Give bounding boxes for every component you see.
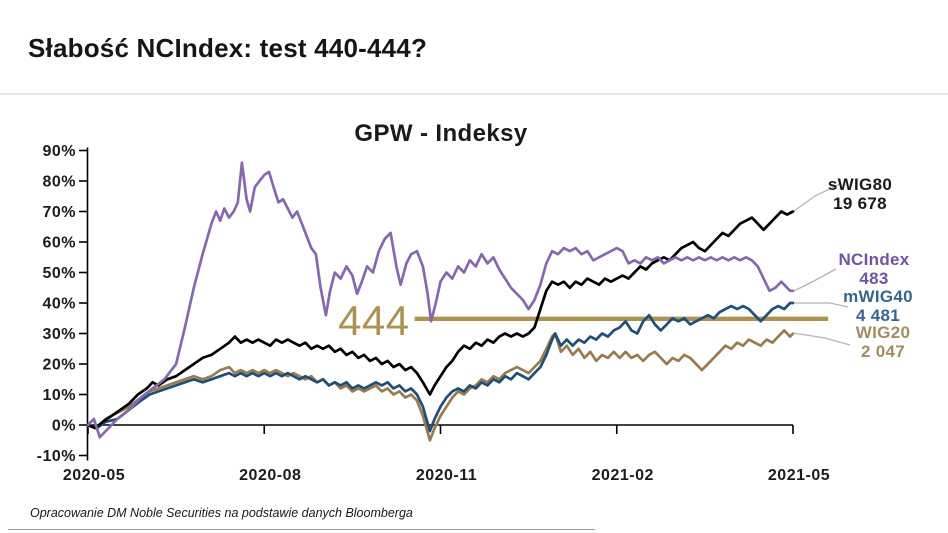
- leader-line-NCIndex: [793, 268, 837, 292]
- reference-line-label: 444: [338, 297, 410, 344]
- bottom-edge-line: [8, 529, 595, 530]
- series-end-value: 483: [859, 268, 889, 288]
- y-axis-tick-label: 70%: [42, 204, 76, 221]
- series-end-value: 2 047: [860, 341, 906, 361]
- series-label-sWIG80: sWIG80 19 678: [827, 175, 893, 213]
- series-label-NCIndex: NCIndex 483: [838, 250, 910, 288]
- x-axis-tick-label: 2021-02: [592, 467, 654, 484]
- attribution: Opracowanie DM Noble Securities na podst…: [30, 506, 413, 520]
- series-line-WIG20: [86, 329, 795, 442]
- series-name: NCIndex: [838, 250, 910, 269]
- series-end-value: 4 481: [855, 305, 901, 325]
- page-title: Słabość NCIndex: test 440-444?: [28, 33, 428, 63]
- y-axis-tick-label: 80%: [42, 174, 76, 191]
- y-axis-tick-label: 10%: [42, 387, 76, 404]
- title-divider: [0, 93, 948, 95]
- chart-canvas: 90% 80% 70% 60% 50% 40% 30% 20% 10% 0% -10% 2020-05…: [37, 143, 851, 484]
- series-label-mWIG40: mWIG40 4 481: [843, 287, 913, 325]
- y-axis-tick-label: 40%: [42, 296, 76, 313]
- y-axis-tick-label: 60%: [42, 235, 76, 252]
- series-line-NCIndex: [86, 161, 795, 439]
- x-axis-tick-label: 2020-11: [416, 467, 477, 484]
- series-name: mWIG40: [843, 287, 913, 306]
- leader-line-mWIG40: [794, 302, 849, 308]
- series-line-sWIG80: [86, 210, 795, 430]
- series-label-WIG20: WIG20 2 047: [855, 323, 911, 361]
- series-name: WIG20: [855, 323, 911, 342]
- y-axis-tick-label: 50%: [42, 265, 76, 282]
- x-axis-tick-label: 2020-08: [239, 467, 301, 484]
- series-line-mWIG40: [86, 301, 795, 433]
- y-axis-tick-label: 0%: [52, 418, 76, 435]
- leader-line-WIG20: [792, 332, 851, 346]
- leader-line-sWIG80: [793, 183, 841, 212]
- y-axis-tick-label: 30%: [42, 326, 76, 343]
- chart-title: GPW - Indeksy: [354, 120, 528, 147]
- x-axis-tick-label: 2021-05: [768, 467, 830, 484]
- y-axis-tick-label: -10%: [37, 448, 76, 465]
- series-end-value: 19 678: [833, 193, 887, 213]
- y-axis-tick-label: 90%: [42, 143, 76, 160]
- y-axis-tick-label: 20%: [42, 357, 76, 374]
- series-name: sWIG80: [827, 175, 893, 194]
- x-axis-tick-label: 2020-05: [63, 467, 125, 484]
